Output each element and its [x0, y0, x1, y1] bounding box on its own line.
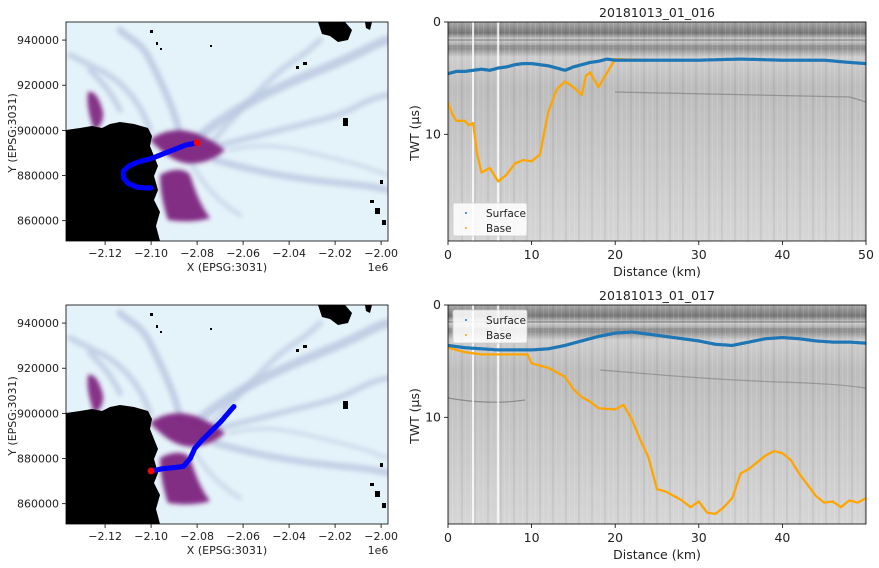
radar-bottom-title: 20181013_01_017 [599, 288, 715, 303]
legend-surface-marker [465, 319, 467, 321]
y-tick-label: 900000 [17, 407, 59, 420]
ocean-mask [66, 405, 160, 524]
radar-bottom-panel: 0 10 20 30 40 0 10 20181013_01_017 Distance (k… [407, 288, 867, 562]
map-top-axes: −2.12 −2.10 −2.08 −2.06 −2.04 −2.02 −2.00 86000… [17, 34, 398, 260]
x-tick-label: 40 [774, 247, 790, 262]
track-start-point [193, 139, 201, 147]
radar-top-ylabel: TWT (μs) [407, 105, 422, 162]
y-tick-label: 920000 [17, 79, 59, 92]
y-tick-label: 0 [433, 14, 441, 29]
x-tick-label: 10 [524, 530, 540, 545]
radar-top-xlabel: Distance (km) [613, 264, 701, 279]
x-tick-label: −2.00 [364, 530, 398, 543]
x-tick-label: −2.04 [272, 530, 306, 543]
x-tick-label: 0 [444, 247, 452, 262]
radar-bottom-legend: Surface Base [452, 309, 528, 344]
x-tick-label: −2.02 [318, 247, 352, 260]
y-tick-label: 900000 [17, 124, 59, 137]
x-tick-label: 30 [691, 247, 707, 262]
radar-top-panel: 0 10 20 30 40 50 0 10 20181013_01_016 Distance … [407, 5, 874, 279]
x-tick-label: −2.10 [134, 247, 168, 260]
ocean-mask [66, 122, 160, 241]
radar-top-axes: 0 10 20 30 40 50 0 10 [425, 14, 874, 262]
x-tick-label: −2.12 [88, 247, 122, 260]
legend-box [452, 309, 528, 344]
legend-surface-label: Surface [486, 315, 526, 327]
map-bottom-image [66, 305, 388, 524]
x-tick-label: −2.00 [364, 247, 398, 260]
legend-surface-marker [465, 212, 467, 214]
radar-bottom-ylabel: TWT (μs) [407, 388, 422, 445]
x-tick-label: −2.08 [180, 530, 214, 543]
map-bottom-xlabel: X (EPSG:3031) [187, 544, 267, 557]
x-tick-label: −2.06 [226, 530, 260, 543]
track-start-point [147, 467, 155, 475]
legend-base-marker [465, 227, 467, 229]
x-tick-label: −2.12 [88, 530, 122, 543]
radar-bottom-frame [447, 304, 867, 525]
x-tick-label: 20 [607, 530, 623, 545]
map-top-xlabel: X (EPSG:3031) [187, 261, 267, 274]
rock-outcrops [150, 22, 386, 225]
flow-tributaries [67, 26, 388, 218]
y-tick-label: 10 [425, 409, 441, 424]
x-tick-label: 10 [524, 247, 540, 262]
x-tick-label: −2.02 [318, 530, 352, 543]
y-tick-label: 0 [433, 297, 441, 312]
track-marks [147, 404, 237, 475]
map-top-offset-label: 1e6 [368, 261, 389, 274]
y-tick-label: 880000 [17, 170, 59, 183]
flow-tributaries [67, 309, 388, 501]
legend-base-label: Base [486, 223, 512, 235]
x-tick-label: −2.06 [226, 247, 260, 260]
track-point [231, 404, 237, 410]
map-top-panel: −2.12 −2.10 −2.08 −2.06 −2.04 −2.02 −2.00 86000… [6, 21, 398, 274]
rock-outcrops [150, 305, 386, 508]
legend-base-label: Base [486, 330, 512, 342]
radar-bottom-xlabel: Distance (km) [613, 547, 701, 562]
x-tick-label: −2.04 [272, 247, 306, 260]
x-tick-label: 0 [444, 530, 452, 545]
map-bottom-ylabel: Y (EPSG:3031) [6, 376, 19, 457]
x-tick-label: −2.10 [134, 530, 168, 543]
radargram-top [448, 22, 866, 241]
map-bottom-offset-label: 1e6 [368, 544, 389, 557]
x-tick-label: 20 [607, 247, 623, 262]
track-point [148, 185, 154, 191]
x-tick-label: 40 [774, 530, 790, 545]
map-top-image [66, 22, 388, 241]
radar-bottom-axes: 0 10 20 30 40 0 10 [425, 297, 790, 545]
y-tick-label: 860000 [17, 215, 59, 228]
radar-top-title: 20181013_01_016 [599, 5, 715, 20]
map-bottom-axes: −2.12 −2.10 −2.08 −2.06 −2.04 −2.02 −2.00 86000… [17, 317, 398, 543]
legend-box [452, 202, 528, 237]
x-tick-label: 50 [858, 247, 874, 262]
y-tick-label: 940000 [17, 34, 59, 47]
y-tick-label: 860000 [17, 498, 59, 511]
map-bottom-frame [65, 304, 389, 525]
y-tick-label: 880000 [17, 453, 59, 466]
track-marks [120, 139, 201, 191]
radar-top-frame [447, 21, 867, 242]
x-tick-label: 30 [691, 530, 707, 545]
legend-base-marker [465, 334, 467, 336]
map-top-ylabel: Y (EPSG:3031) [6, 93, 19, 174]
y-tick-label: 940000 [17, 317, 59, 330]
y-tick-label: 920000 [17, 362, 59, 375]
x-tick-label: −2.08 [180, 247, 214, 260]
radar-top-legend: Surface Base [452, 202, 528, 237]
legend-surface-label: Surface [486, 208, 526, 220]
map-bottom-panel: −2.12 −2.10 −2.08 −2.06 −2.04 −2.02 −2.00 86000… [6, 304, 398, 557]
y-tick-label: 10 [425, 126, 441, 141]
map-top-frame [65, 21, 389, 242]
radar-bottom-marks [448, 305, 866, 524]
